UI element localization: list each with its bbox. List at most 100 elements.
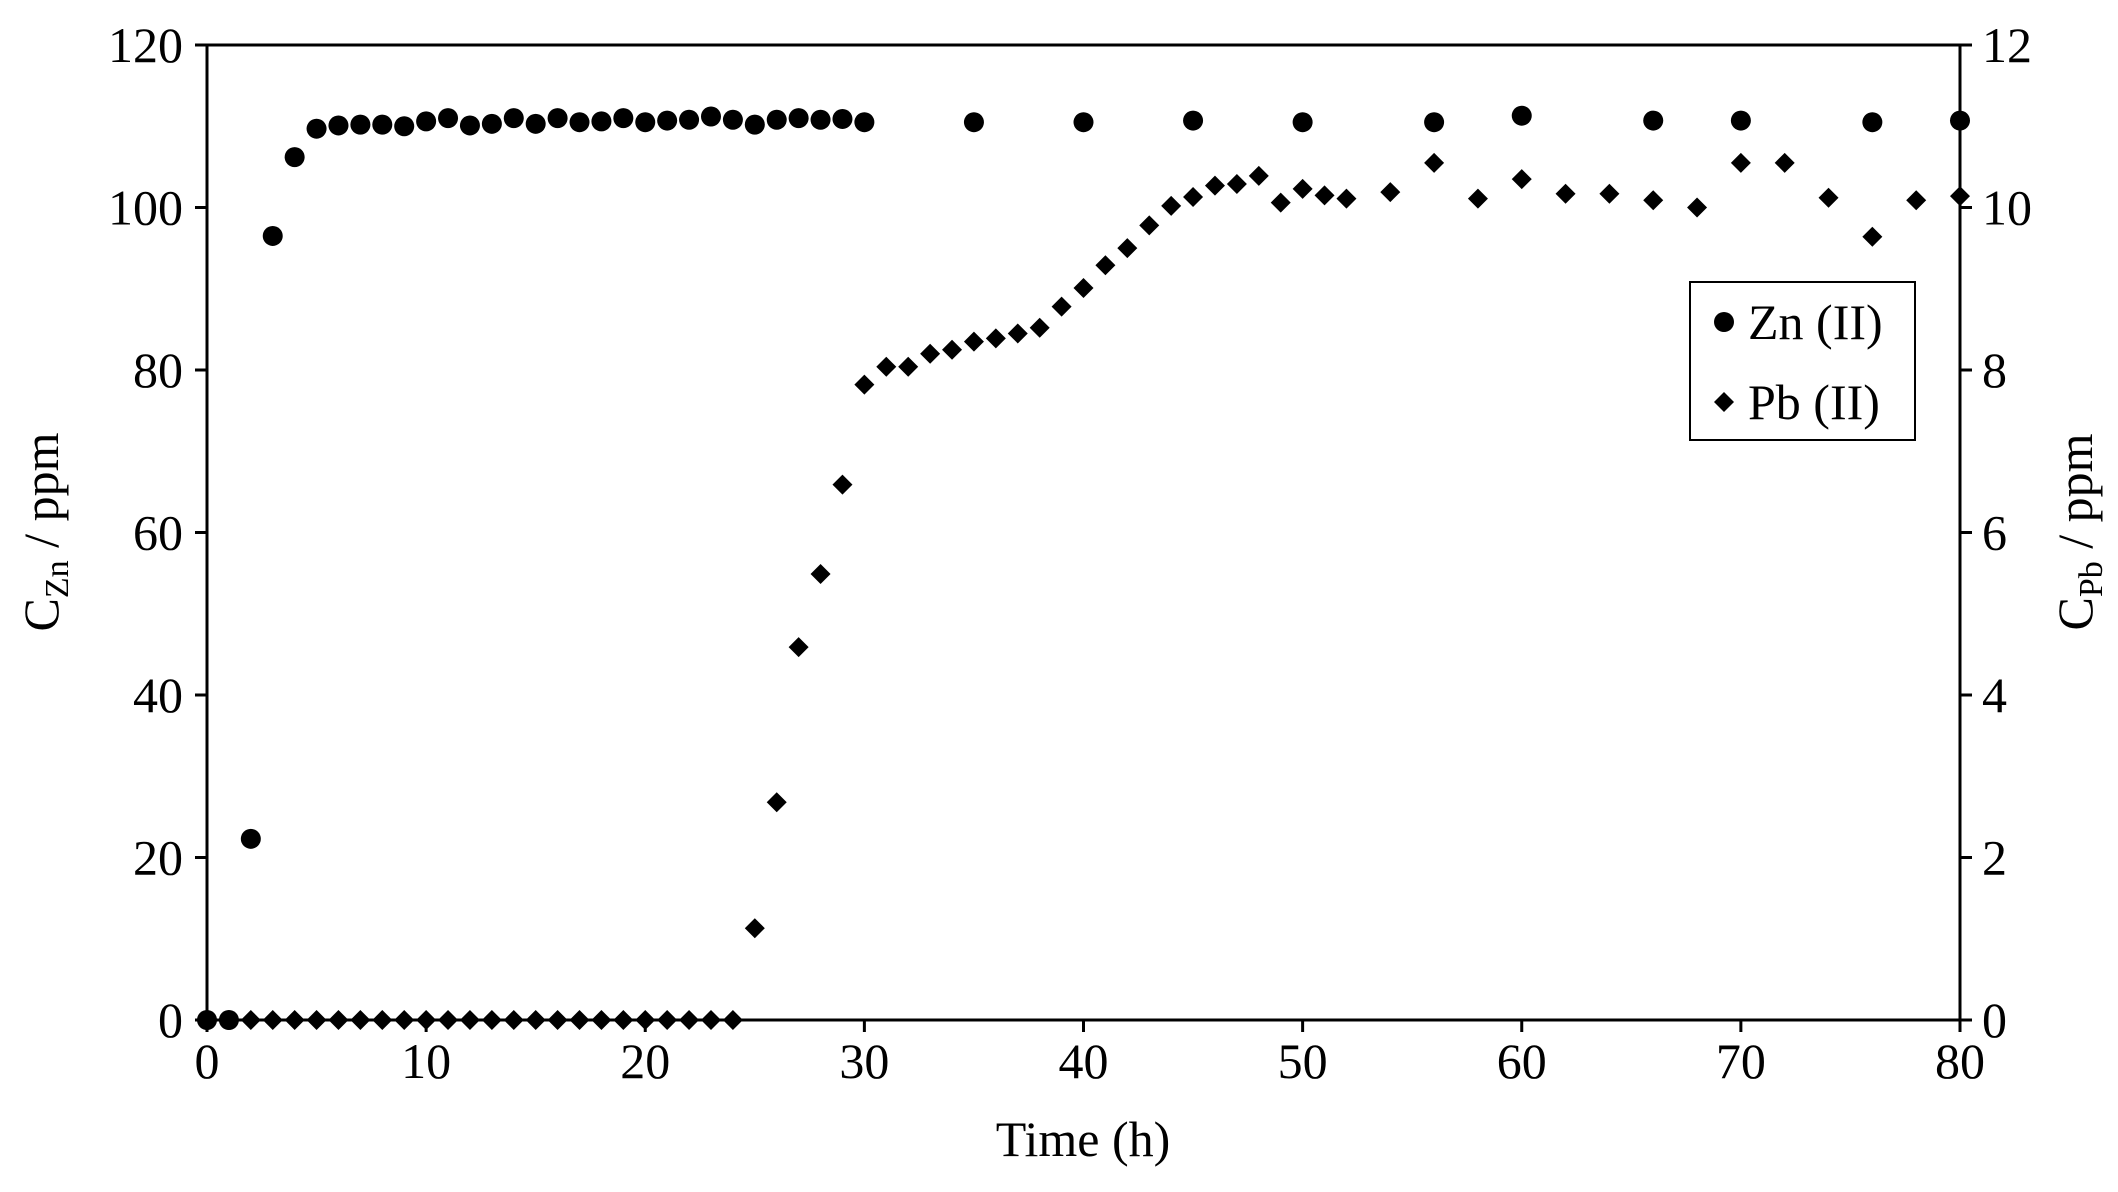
zn-point — [810, 109, 831, 130]
zn-point — [1950, 110, 1970, 131]
pb-point — [766, 792, 787, 813]
pb-point — [942, 339, 963, 360]
left-y-axis-title: CZn / ppm — [13, 432, 76, 631]
pb-point — [1380, 182, 1401, 203]
svg-text:CZn / ppm: CZn / ppm — [13, 432, 76, 631]
left-y-tick-label: 40 — [133, 667, 183, 723]
zn-point — [416, 111, 437, 132]
svg-text:CPb / ppm: CPb / ppm — [2047, 433, 2110, 630]
zn-point — [832, 108, 853, 129]
x-tick-label: 10 — [401, 1033, 451, 1089]
right-y-tick-label: 2 — [1982, 830, 2007, 886]
pb-point — [1204, 175, 1225, 196]
pb-point — [1424, 152, 1445, 173]
pb-point — [613, 1010, 634, 1030]
right-y-title-main: C — [2047, 597, 2103, 630]
zn-point — [328, 115, 349, 136]
right-y-tick-label: 8 — [1982, 342, 2007, 398]
right-y-title-unit: / ppm — [2047, 433, 2103, 561]
zn-point — [679, 109, 700, 130]
right-y-tick-label: 4 — [1982, 667, 2007, 723]
pb-point — [1862, 226, 1883, 247]
pb-point — [1139, 215, 1160, 236]
zn-point — [1511, 105, 1532, 126]
pb-point — [1095, 255, 1116, 276]
zn-point — [218, 1010, 239, 1030]
pb-point — [1314, 185, 1335, 206]
pb-point — [569, 1010, 590, 1030]
pb-point — [262, 1010, 283, 1030]
left-y-tick-label: 60 — [133, 505, 183, 561]
pb-point — [306, 1010, 327, 1030]
pb-point — [657, 1010, 678, 1030]
pb-point — [525, 1010, 546, 1030]
zn-point — [700, 106, 721, 127]
pb-point — [679, 1010, 700, 1030]
right-y-tick-label: 10 — [1982, 180, 2032, 236]
pb-point — [635, 1010, 656, 1030]
legend-pb-marker — [1714, 392, 1734, 412]
zn-point — [306, 118, 327, 139]
zn-point — [854, 112, 875, 133]
zn-point — [1643, 110, 1664, 131]
right-y-axis-title: CPb / ppm — [2047, 433, 2110, 630]
left-y-axis-ticks: 0 20 40 60 80 100 120 — [108, 17, 207, 1048]
zn-point — [547, 108, 568, 129]
plot-area-border — [205, 43, 1962, 1022]
zn-point — [1862, 112, 1883, 133]
x-tick-label: 30 — [839, 1033, 889, 1089]
pb-point — [832, 474, 853, 495]
pb-point — [1051, 296, 1072, 317]
zn-point — [613, 108, 634, 129]
left-y-title-sub: Zn — [39, 560, 76, 598]
pb-point — [240, 1010, 261, 1030]
left-y-title-unit: / ppm — [13, 432, 69, 560]
pb-point — [920, 343, 941, 364]
left-y-tick-label: 80 — [133, 342, 183, 398]
x-tick-label: 20 — [620, 1033, 670, 1089]
pb-point — [722, 1010, 743, 1030]
pb-point — [1730, 152, 1751, 173]
zn-point — [394, 116, 415, 137]
left-y-tick-label: 100 — [108, 180, 183, 236]
pb-point — [1687, 197, 1708, 218]
x-axis-title: Time (h) — [996, 1111, 1171, 1167]
zn-point — [525, 113, 546, 134]
x-tick-label: 60 — [1497, 1033, 1547, 1089]
left-y-tick-label: 120 — [108, 17, 183, 73]
zn-point — [1183, 110, 1204, 131]
zn-point — [262, 225, 283, 246]
zn-point — [963, 112, 984, 133]
pb-point — [350, 1010, 371, 1030]
legend-box — [1689, 281, 1916, 441]
left-y-tick-label: 20 — [133, 830, 183, 886]
pb-point — [1226, 173, 1247, 194]
zn-point — [766, 109, 787, 130]
zn-point — [1424, 112, 1445, 133]
pb-point — [1183, 186, 1204, 207]
pb-point — [1248, 165, 1269, 186]
zn-point — [284, 147, 305, 168]
pb-point — [1950, 186, 1970, 207]
legend-zn-marker — [1714, 312, 1734, 332]
x-tick-label: 50 — [1278, 1033, 1328, 1089]
zn-point — [1730, 110, 1751, 131]
zn-point — [197, 1010, 217, 1030]
pb-point — [503, 1010, 524, 1030]
zn-point — [503, 108, 524, 129]
zn-point — [459, 115, 480, 136]
zn-point — [657, 110, 678, 131]
pb-point — [1467, 188, 1488, 209]
pb-point — [438, 1010, 459, 1030]
left-y-title-main: C — [13, 598, 69, 631]
plot-frame — [205, 43, 1962, 1022]
pb-point — [854, 374, 875, 395]
zn-point — [1292, 112, 1313, 133]
pb-point — [591, 1010, 612, 1030]
pb-point — [1292, 178, 1313, 199]
x-axis-ticks: 0 10 20 30 40 50 60 70 80 — [195, 1020, 1985, 1089]
pb-point — [963, 331, 984, 352]
pb-point — [481, 1010, 502, 1030]
pb-point — [1161, 195, 1182, 216]
